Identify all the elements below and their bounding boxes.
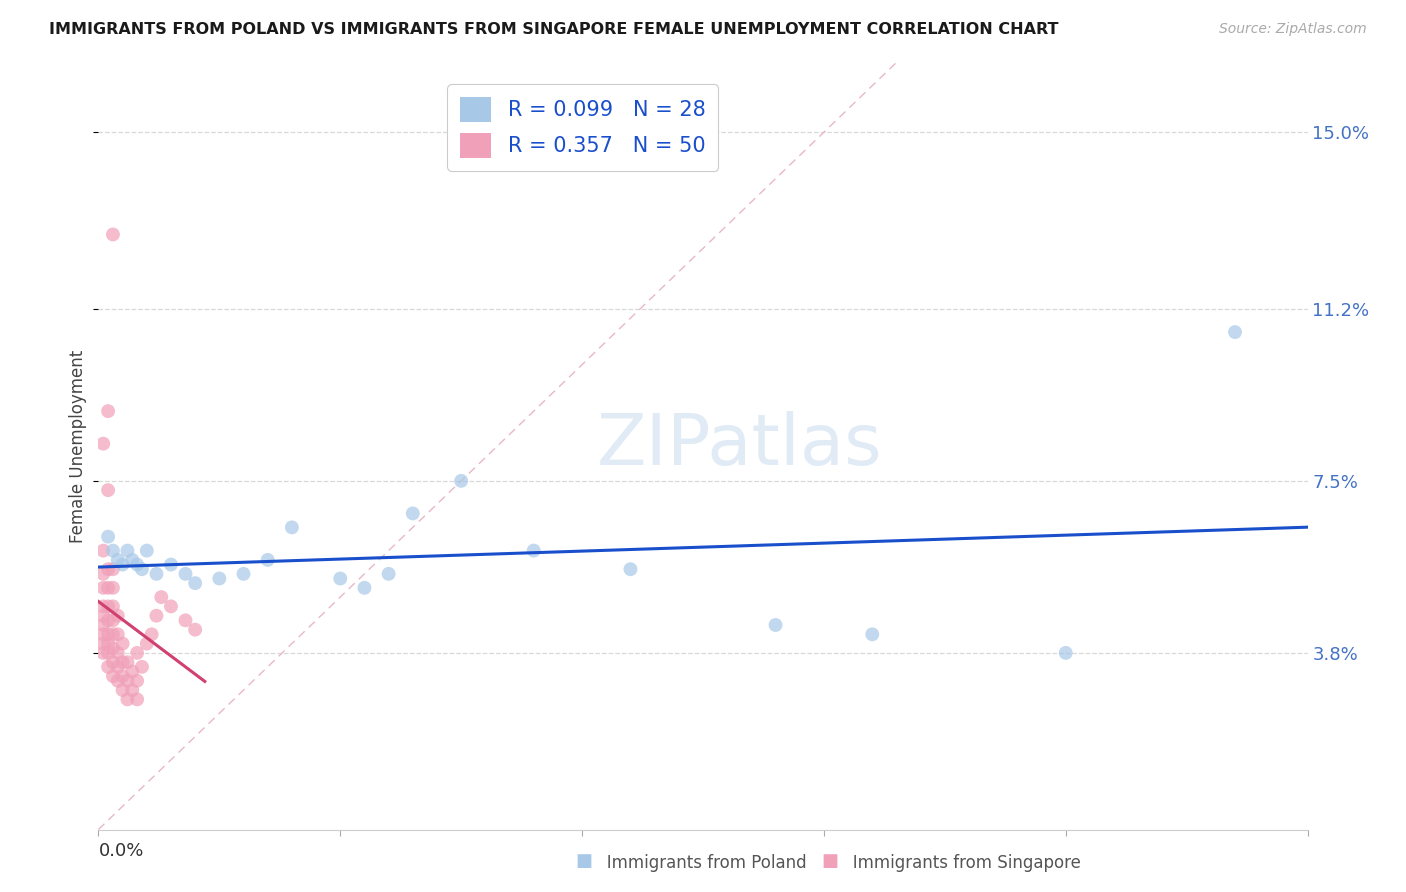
Point <box>208 572 231 586</box>
Point <box>97 646 120 660</box>
Point <box>101 613 124 627</box>
Text: Immigrants from Poland: Immigrants from Poland <box>591 855 806 872</box>
Point <box>523 543 546 558</box>
Point <box>402 507 425 521</box>
Point <box>141 627 163 641</box>
Point <box>127 558 149 572</box>
Point <box>232 566 254 581</box>
Point <box>101 641 124 656</box>
Text: ■: ■ <box>575 852 592 870</box>
Point <box>107 627 129 641</box>
Point <box>117 543 139 558</box>
Point <box>101 543 124 558</box>
Point <box>127 692 149 706</box>
Point <box>281 520 304 534</box>
Point <box>111 683 134 698</box>
Point <box>160 558 183 572</box>
Text: ZIPatlas: ZIPatlas <box>596 411 882 481</box>
Point <box>117 673 139 688</box>
Point <box>101 227 124 242</box>
Point <box>184 623 207 637</box>
Point <box>329 572 352 586</box>
Text: Immigrants from Singapore: Immigrants from Singapore <box>837 855 1080 872</box>
Point <box>111 637 134 651</box>
Point <box>91 581 114 595</box>
Point <box>97 530 120 544</box>
Point <box>135 543 157 558</box>
Point <box>765 618 787 632</box>
Point <box>97 483 120 498</box>
Point <box>1223 325 1246 339</box>
Point <box>127 646 149 660</box>
Point <box>619 562 641 576</box>
Point <box>174 566 197 581</box>
Point <box>135 637 157 651</box>
Point <box>117 655 139 669</box>
Point <box>174 613 197 627</box>
Point <box>91 637 114 651</box>
Point <box>91 618 114 632</box>
Point <box>256 553 278 567</box>
Point <box>97 562 120 576</box>
Point <box>131 562 153 576</box>
Point <box>101 599 124 614</box>
Point <box>145 608 167 623</box>
Point <box>107 673 129 688</box>
Point <box>91 608 114 623</box>
Point <box>97 637 120 651</box>
Point <box>111 669 134 683</box>
Text: 0.0%: 0.0% <box>98 842 143 860</box>
Text: Source: ZipAtlas.com: Source: ZipAtlas.com <box>1219 22 1367 37</box>
Legend: R = 0.099   N = 28, R = 0.357   N = 50: R = 0.099 N = 28, R = 0.357 N = 50 <box>447 85 718 170</box>
Point <box>860 627 883 641</box>
Point <box>101 581 124 595</box>
Text: IMMIGRANTS FROM POLAND VS IMMIGRANTS FROM SINGAPORE FEMALE UNEMPLOYMENT CORRELAT: IMMIGRANTS FROM POLAND VS IMMIGRANTS FRO… <box>49 22 1059 37</box>
Point <box>91 646 114 660</box>
Point <box>97 613 120 627</box>
Point <box>91 627 114 641</box>
Point <box>121 683 143 698</box>
Y-axis label: Female Unemployment: Female Unemployment <box>69 350 87 542</box>
Point <box>101 627 124 641</box>
Point <box>121 665 143 679</box>
Point <box>353 581 375 595</box>
Point <box>160 599 183 614</box>
Text: ■: ■ <box>821 852 838 870</box>
Point <box>97 627 120 641</box>
Point <box>150 590 173 604</box>
Point <box>107 608 129 623</box>
Point <box>97 404 120 418</box>
Point <box>111 655 134 669</box>
Point <box>131 660 153 674</box>
Point <box>101 655 124 669</box>
Point <box>107 646 129 660</box>
Point <box>97 599 120 614</box>
Point <box>91 566 114 581</box>
Point <box>377 566 399 581</box>
Point <box>450 474 472 488</box>
Point <box>107 553 129 567</box>
Point <box>111 558 134 572</box>
Point <box>101 669 124 683</box>
Point <box>91 543 114 558</box>
Point <box>107 660 129 674</box>
Point <box>91 436 114 450</box>
Point <box>127 673 149 688</box>
Point <box>184 576 207 591</box>
Point <box>97 581 120 595</box>
Point <box>1054 646 1077 660</box>
Point <box>121 553 143 567</box>
Point <box>117 692 139 706</box>
Point <box>91 599 114 614</box>
Point <box>97 660 120 674</box>
Point <box>145 566 167 581</box>
Point <box>101 562 124 576</box>
